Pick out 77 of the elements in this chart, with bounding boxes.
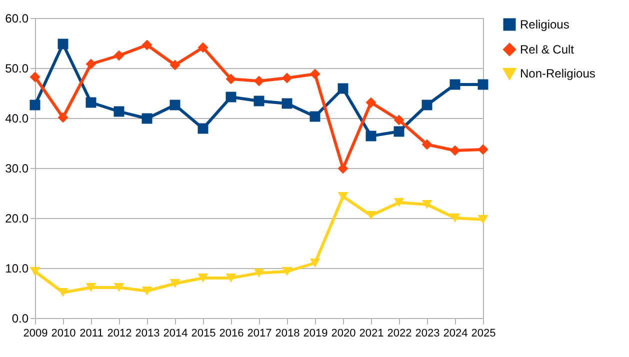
y-tick-label: 40.0 <box>5 112 29 126</box>
x-tick-label: 2016 <box>219 328 244 340</box>
point <box>366 130 376 142</box>
point <box>114 50 124 61</box>
point <box>198 123 208 134</box>
point <box>310 258 320 268</box>
point <box>422 200 432 210</box>
point <box>58 112 68 123</box>
point <box>338 192 348 202</box>
point <box>394 198 404 208</box>
point <box>282 98 292 109</box>
point <box>170 60 180 70</box>
x-tick-label: 2018 <box>275 328 300 340</box>
point <box>282 266 292 276</box>
x-tick-label: 2017 <box>247 328 272 340</box>
y-tick-label: 10.0 <box>5 262 29 276</box>
legend-label: Non-Religious <box>520 66 596 80</box>
point <box>86 58 96 70</box>
x-tick-label: 2021 <box>359 328 384 340</box>
point <box>30 100 40 110</box>
point <box>366 210 376 220</box>
x-tick-label: 2012 <box>107 328 132 340</box>
point <box>478 79 488 90</box>
x-tick-label: 2015 <box>191 328 216 340</box>
x-tick-label: 2009 <box>23 328 48 340</box>
point <box>30 266 40 276</box>
point <box>310 111 320 122</box>
point <box>226 74 236 84</box>
x-tick-label: 2022 <box>387 328 412 340</box>
x-tick-label: 2024 <box>443 328 468 340</box>
point <box>310 68 320 80</box>
point <box>142 286 152 296</box>
point <box>114 106 124 117</box>
y-tick-label: 0.0 <box>12 312 29 326</box>
point <box>198 42 208 53</box>
x-tick-label: 2013 <box>135 328 160 340</box>
point <box>422 100 432 110</box>
x-tick-label: 2023 <box>415 328 440 340</box>
x-tick-label: 2011 <box>80 328 104 340</box>
point <box>86 282 96 292</box>
point <box>394 114 404 126</box>
x-tick-label: 2025 <box>471 328 496 340</box>
point <box>58 38 68 50</box>
y-tick-label: 20.0 <box>5 212 29 226</box>
y-tick-label: 50.0 <box>5 62 29 76</box>
point <box>226 92 236 102</box>
point <box>198 273 208 283</box>
legend-label: Rel & Cult <box>520 42 575 56</box>
point <box>450 145 460 156</box>
point <box>366 97 376 108</box>
point <box>254 96 264 106</box>
point <box>450 213 460 223</box>
point <box>394 126 404 137</box>
point <box>86 97 96 108</box>
point <box>30 72 40 82</box>
point <box>226 273 236 283</box>
x-tick-label: 2014 <box>163 328 188 340</box>
x-tick-label: 2019 <box>303 328 328 340</box>
point <box>170 100 180 110</box>
point <box>170 278 180 288</box>
point <box>254 268 264 278</box>
x-tick-label: 2010 <box>51 328 76 340</box>
point <box>338 163 348 174</box>
point <box>114 282 124 292</box>
point <box>282 72 292 84</box>
point <box>142 113 152 124</box>
point <box>142 40 152 50</box>
x-tick-label: 2020 <box>331 328 356 340</box>
point <box>338 83 348 94</box>
y-tick-label: 60.0 <box>5 12 29 26</box>
point <box>450 79 460 90</box>
point <box>478 214 488 224</box>
point <box>478 144 488 155</box>
point <box>422 139 432 150</box>
y-tick-label: 30.0 <box>5 162 29 176</box>
point <box>254 76 264 86</box>
legend-label: Religious <box>520 18 570 32</box>
